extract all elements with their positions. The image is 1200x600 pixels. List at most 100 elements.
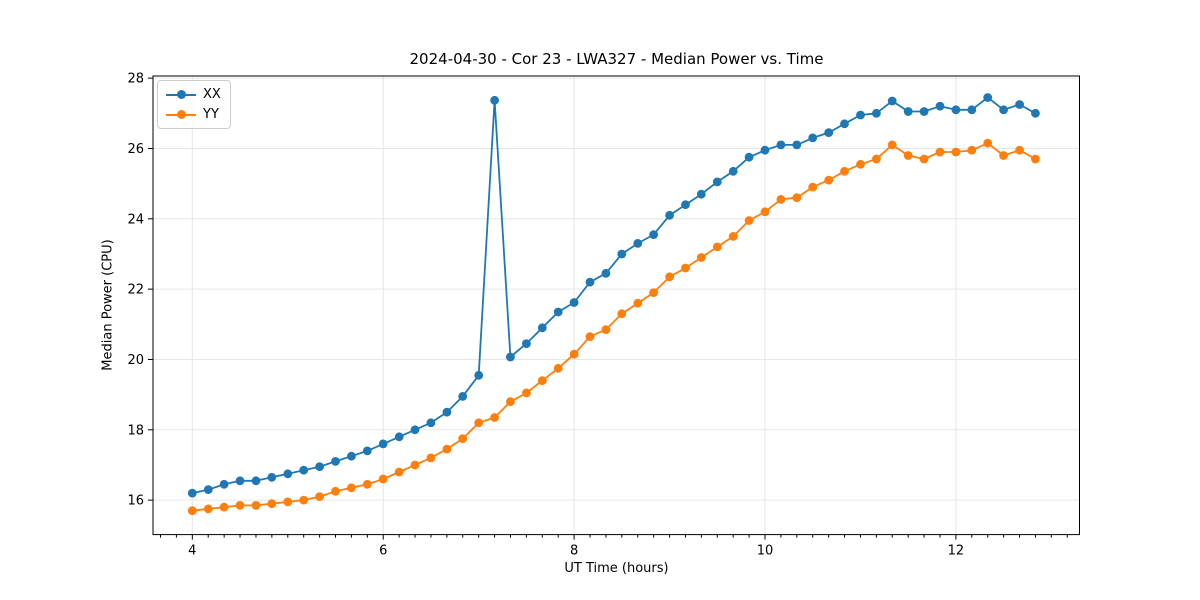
data-point-xx bbox=[585, 277, 595, 287]
data-point-yy bbox=[235, 501, 245, 510]
data-point-yy bbox=[283, 497, 293, 507]
data-point-yy bbox=[267, 499, 277, 509]
data-point-yy bbox=[744, 216, 754, 225]
data-point-yy bbox=[378, 474, 388, 484]
data-point-yy bbox=[458, 434, 468, 443]
data-point-xx bbox=[999, 105, 1008, 115]
data-point-yy bbox=[872, 154, 881, 164]
data-point-yy bbox=[967, 145, 977, 155]
legend-item-xx: XX bbox=[166, 86, 221, 103]
legend-item-yy: YY bbox=[166, 106, 221, 123]
legend-line-marker-icon bbox=[166, 110, 196, 120]
data-point-xx bbox=[522, 339, 531, 348]
data-point-xx bbox=[1015, 100, 1024, 109]
data-point-yy bbox=[903, 151, 913, 160]
series-line-yy bbox=[192, 142, 1036, 512]
data-point-xx bbox=[983, 93, 993, 102]
data-point-yy bbox=[362, 479, 372, 489]
data-point-yy bbox=[569, 349, 579, 359]
data-point-xx bbox=[251, 476, 261, 486]
data-point-yy bbox=[187, 506, 197, 516]
data-point-xx bbox=[967, 105, 977, 115]
data-point-xx bbox=[410, 425, 420, 435]
data-point-yy bbox=[983, 138, 993, 148]
data-point-yy bbox=[999, 151, 1008, 160]
data-point-xx bbox=[378, 439, 388, 449]
data-point-xx bbox=[506, 352, 515, 362]
data-point-yy bbox=[315, 492, 324, 501]
data-point-xx bbox=[315, 462, 324, 472]
data-point-yy bbox=[760, 207, 770, 217]
data-point-yy bbox=[601, 325, 611, 334]
data-point-yy bbox=[219, 502, 229, 512]
data-point-yy bbox=[331, 486, 340, 496]
data-point-yy bbox=[1015, 145, 1024, 155]
data-point-xx bbox=[474, 370, 484, 380]
data-point-yy bbox=[840, 166, 849, 176]
data-point-xx bbox=[760, 145, 770, 155]
data-point-xx bbox=[903, 107, 913, 116]
data-point-xx bbox=[887, 96, 897, 106]
legend-label-xx: XX bbox=[203, 87, 221, 102]
data-point-yy bbox=[490, 413, 499, 422]
data-point-xx bbox=[776, 140, 786, 150]
data-point-yy bbox=[696, 253, 706, 262]
data-point-xx bbox=[442, 407, 452, 417]
data-point-xx bbox=[824, 128, 834, 138]
data-point-yy bbox=[776, 195, 786, 204]
legend-line-marker-icon bbox=[166, 90, 196, 100]
data-point-xx bbox=[649, 230, 658, 240]
data-point-xx bbox=[601, 268, 611, 278]
y-tick-label: 16 bbox=[127, 494, 144, 509]
data-point-xx bbox=[681, 200, 690, 210]
x-tick-label: 8 bbox=[570, 544, 578, 559]
data-point-xx bbox=[394, 432, 404, 442]
y-tick-label: 28 bbox=[127, 72, 144, 87]
data-point-xx bbox=[665, 210, 674, 220]
data-point-yy bbox=[394, 467, 404, 477]
y-tick-label: 20 bbox=[127, 353, 144, 368]
data-point-xx bbox=[267, 472, 277, 482]
y-tick-label: 26 bbox=[127, 142, 144, 157]
data-point-yy bbox=[474, 418, 484, 428]
data-point-yy bbox=[203, 504, 213, 514]
data-point-yy bbox=[1031, 154, 1040, 164]
data-point-xx bbox=[919, 107, 929, 116]
data-point-yy bbox=[442, 444, 452, 454]
data-point-yy bbox=[506, 397, 515, 407]
data-point-xx bbox=[235, 476, 245, 486]
data-point-xx bbox=[569, 298, 579, 307]
data-point-yy bbox=[935, 147, 945, 157]
data-point-xx bbox=[728, 166, 738, 176]
data-point-yy bbox=[856, 159, 865, 169]
y-tick-label: 22 bbox=[127, 283, 144, 298]
data-point-yy bbox=[251, 501, 261, 510]
data-point-yy bbox=[299, 495, 309, 505]
legend: XX YY bbox=[157, 80, 231, 129]
data-point-xx bbox=[187, 488, 197, 498]
data-point-yy bbox=[347, 483, 356, 493]
x-tick-label: 10 bbox=[757, 544, 774, 559]
data-point-yy bbox=[887, 140, 897, 150]
data-point-xx bbox=[203, 485, 213, 494]
data-point-xx bbox=[283, 469, 293, 479]
data-point-xx bbox=[1031, 108, 1040, 118]
data-point-yy bbox=[633, 298, 643, 308]
data-point-yy bbox=[919, 154, 929, 164]
x-axis-label: UT Time (hours) bbox=[564, 561, 669, 576]
x-tick-label: 4 bbox=[188, 544, 196, 559]
data-point-yy bbox=[792, 193, 802, 203]
data-point-yy bbox=[553, 363, 563, 373]
data-point-xx bbox=[426, 418, 436, 428]
data-point-yy bbox=[410, 460, 420, 470]
data-point-xx bbox=[792, 140, 802, 150]
data-point-yy bbox=[617, 309, 627, 319]
data-point-xx bbox=[362, 446, 372, 456]
data-point-yy bbox=[585, 332, 595, 341]
data-point-yy bbox=[426, 453, 436, 463]
data-point-xx bbox=[840, 119, 849, 129]
data-point-yy bbox=[522, 388, 531, 398]
data-point-yy bbox=[824, 175, 834, 185]
